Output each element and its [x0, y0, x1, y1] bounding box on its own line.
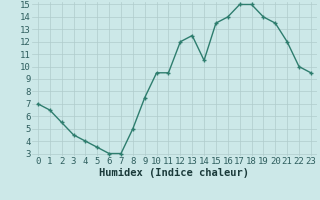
X-axis label: Humidex (Indice chaleur): Humidex (Indice chaleur) [100, 168, 249, 178]
